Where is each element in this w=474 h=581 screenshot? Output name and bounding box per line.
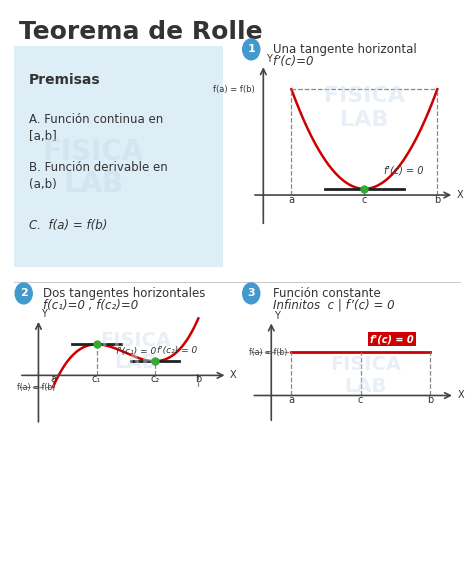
Text: C.  f(a) = f(b): C. f(a) = f(b) [29, 218, 107, 232]
Text: Dos tangentes horizontales: Dos tangentes horizontales [43, 287, 205, 300]
Text: f(a) = f(b): f(a) = f(b) [17, 383, 55, 392]
Text: FISICA
LAB: FISICA LAB [43, 138, 144, 198]
Text: 2: 2 [20, 288, 27, 299]
Text: f'(c) = 0: f'(c) = 0 [371, 334, 414, 345]
Text: f(c₁)=0 , f(c₂)=0: f(c₁)=0 , f(c₂)=0 [43, 299, 138, 311]
Text: Y: Y [274, 311, 280, 321]
Text: FISICA
LAB: FISICA LAB [324, 87, 405, 130]
Text: X: X [457, 190, 464, 200]
Text: c₁: c₁ [92, 374, 101, 385]
Text: c₂: c₂ [150, 374, 159, 385]
Text: B. Función derivable en
(a,b): B. Función derivable en (a,b) [29, 162, 168, 191]
Text: Premisas: Premisas [29, 73, 100, 87]
Text: f'(c₂) = 0: f'(c₂) = 0 [157, 346, 197, 355]
Text: b: b [434, 195, 440, 205]
Text: b: b [427, 394, 433, 404]
Text: Función constante: Función constante [273, 287, 380, 300]
Text: f’(c)=0: f’(c)=0 [273, 55, 314, 67]
Text: Infinitos  c | f’(c) = 0: Infinitos c | f’(c) = 0 [273, 299, 394, 311]
Text: a: a [288, 195, 294, 205]
Text: a: a [50, 374, 56, 385]
Text: Una tangente horizontal: Una tangente horizontal [273, 43, 416, 56]
Text: f'(c) = 0: f'(c) = 0 [384, 165, 423, 175]
Text: 3: 3 [247, 288, 255, 299]
Text: FISICA
LAB: FISICA LAB [100, 331, 171, 372]
Text: Y: Y [266, 55, 272, 64]
Text: f(a) = f(b): f(a) = f(b) [249, 347, 287, 357]
Text: X: X [230, 370, 237, 381]
Text: Y: Y [41, 309, 47, 319]
Text: 1: 1 [247, 44, 255, 55]
Text: a: a [288, 394, 294, 404]
Text: FISICA
LAB: FISICA LAB [330, 356, 401, 396]
Text: f'(c₁) = 0: f'(c₁) = 0 [116, 347, 156, 356]
Text: b: b [195, 374, 201, 385]
Text: c: c [362, 195, 367, 205]
Text: Teorema de Rolle: Teorema de Rolle [19, 20, 263, 44]
Text: A. Función continua en
[a,b]: A. Función continua en [a,b] [29, 113, 163, 143]
FancyBboxPatch shape [10, 42, 227, 272]
Text: c: c [358, 394, 363, 404]
Text: f(a) = f(b): f(a) = f(b) [213, 85, 255, 94]
Text: X: X [457, 390, 464, 400]
